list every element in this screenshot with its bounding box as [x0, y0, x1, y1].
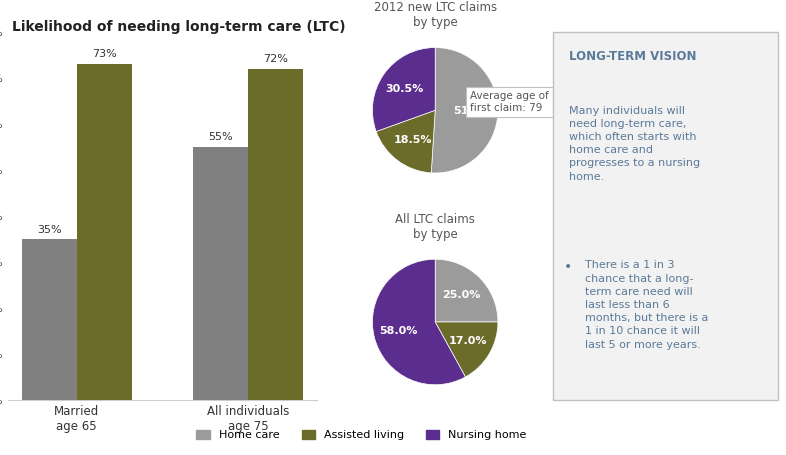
Text: •: •	[564, 260, 573, 274]
Legend: Home care, Assisted living, Nursing home: Home care, Assisted living, Nursing home	[192, 426, 531, 445]
Text: LONG-TERM VISION: LONG-TERM VISION	[569, 50, 696, 63]
Wedge shape	[432, 47, 498, 173]
Text: 58.0%: 58.0%	[380, 326, 418, 336]
Text: Many individuals will
need long-term care,
which often starts with
home care and: Many individuals will need long-term car…	[569, 106, 700, 182]
Text: 72%: 72%	[263, 54, 288, 64]
Wedge shape	[373, 47, 435, 131]
Bar	[193, 147, 248, 400]
Text: Average age of
first claim: 79: Average age of first claim: 79	[470, 91, 549, 113]
Text: 18.5%: 18.5%	[393, 136, 432, 145]
Text: 17.0%: 17.0%	[448, 336, 487, 346]
Wedge shape	[376, 110, 435, 173]
Text: 51.0%: 51.0%	[454, 106, 492, 116]
Text: There is a 1 in 3
chance that a long-
term care need will
last less than 6
month: There is a 1 in 3 chance that a long- te…	[585, 260, 708, 349]
Wedge shape	[373, 259, 465, 385]
Text: 25.0%: 25.0%	[443, 290, 481, 300]
Wedge shape	[435, 322, 498, 377]
Bar	[77, 64, 132, 400]
Text: 55%: 55%	[208, 132, 233, 142]
Bar	[22, 239, 77, 400]
FancyBboxPatch shape	[553, 32, 778, 400]
Bar	[248, 69, 303, 400]
Text: 35%: 35%	[37, 225, 61, 235]
Text: 30.5%: 30.5%	[385, 84, 424, 94]
Text: 73%: 73%	[92, 50, 116, 60]
Title: 2012 new LTC claims
by type: 2012 new LTC claims by type	[373, 1, 497, 29]
Wedge shape	[435, 259, 498, 322]
Title: All LTC claims
by type: All LTC claims by type	[395, 213, 475, 241]
Text: Likelihood of needing long-term care (LTC): Likelihood of needing long-term care (LT…	[12, 20, 345, 35]
